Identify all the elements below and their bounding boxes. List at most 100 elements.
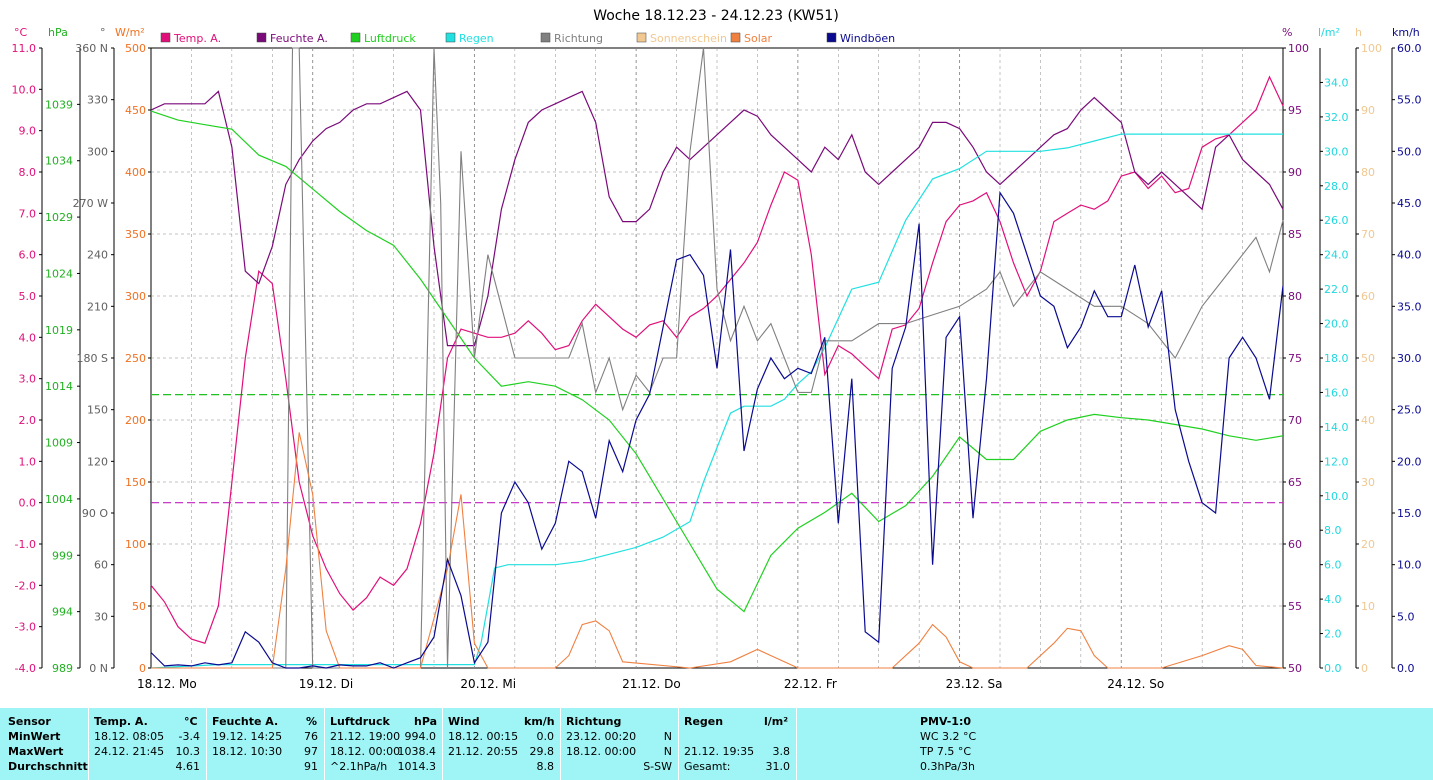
rain-tick-label: 4.0 <box>1324 593 1342 606</box>
legend-label: Feuchte A. <box>270 32 328 45</box>
temp-tick-label: 0.0 <box>19 497 37 510</box>
temp-max-value: 10.3 <box>175 745 201 758</box>
direction-tick-label: 210 <box>87 300 108 313</box>
temp-tick-label: -2.0 <box>15 579 36 592</box>
sun-unit-label: h <box>1355 26 1362 39</box>
pressure-tick-label: 1014 <box>45 380 73 393</box>
wind-tick-label: 10.0 <box>1397 559 1422 572</box>
rain-tick-label: 20.0 <box>1324 318 1349 331</box>
x-label: 18.12. Mo <box>137 677 197 691</box>
humidity-tick-label: 60 <box>1288 538 1302 551</box>
direction-min-time: 23.12. 00:20 <box>566 730 637 743</box>
temp-tick-label: -1.0 <box>15 538 36 551</box>
x-label: 21.12. Do <box>622 677 681 691</box>
wind-unit-label: km/h <box>1392 26 1420 39</box>
direction-max-value: N <box>663 745 672 758</box>
temp-tick-label: 3.0 <box>19 373 37 386</box>
pmv-tp: TP 7.5 °C <box>920 745 972 758</box>
legend-swatch <box>445 32 456 43</box>
direction-tick-label: 270 W <box>73 197 108 210</box>
humidity-tick-label: 75 <box>1288 352 1302 365</box>
humidity-unit: % <box>306 715 318 728</box>
rain-tick-label: 2.0 <box>1324 628 1342 641</box>
direction-tick-label: 120 <box>87 455 108 468</box>
wind-tick-label: 60.0 <box>1397 42 1422 55</box>
legend-label: Luftdruck <box>364 32 416 45</box>
rain-header: Regen <box>684 715 724 728</box>
sun-tick-label: 30 <box>1361 476 1375 489</box>
pressure-header: Luftdruck <box>330 715 390 728</box>
row-label-min: MinWert <box>8 730 61 743</box>
sun-tick-label: 70 <box>1361 228 1375 241</box>
temp-tick-label: 11.0 <box>12 42 37 55</box>
humidity-tick-label: 65 <box>1288 476 1302 489</box>
legend-swatch <box>350 32 361 43</box>
rain-max-value: 3.8 <box>772 745 791 758</box>
legend-swatch <box>256 32 267 43</box>
legend-swatch <box>730 32 741 43</box>
sensor-header: Sensor <box>8 715 51 728</box>
pressure-tick-label: 1039 <box>45 98 73 111</box>
series-temp-a-line <box>150 75 1284 644</box>
wind-tick-label: 25.0 <box>1397 404 1422 417</box>
legend-label: Sonnenschein <box>650 32 727 45</box>
direction-tick-label: 90 O <box>82 507 108 520</box>
temp-unit: °C <box>184 715 198 728</box>
humidity-tick-label: 80 <box>1288 290 1302 303</box>
sun-tick-label: 80 <box>1361 166 1375 179</box>
series-richtung-line <box>151 47 1284 669</box>
statistics-table: Sensor MinWert MaxWert Durchschnitt Temp… <box>0 708 1433 780</box>
legend-label: Temp. A. <box>173 32 221 45</box>
solar-tick-label: 400 <box>125 166 146 179</box>
solar-tick-label: 300 <box>125 290 146 303</box>
temp-avg-value: 4.61 <box>175 760 201 773</box>
solar-tick-label: 150 <box>125 476 146 489</box>
x-label: 22.12. Fr <box>784 677 837 691</box>
direction-tick-label: 150 <box>87 404 108 417</box>
humidity-tick-label: 90 <box>1288 166 1302 179</box>
legend-label: Windböen <box>840 32 895 45</box>
wind-tick-label: 30.0 <box>1397 352 1422 365</box>
series-feuchte-a-line <box>150 90 1284 347</box>
rain-tick-label: 0.0 <box>1324 662 1342 675</box>
chart-x-labels: 18.12. Mo 19.12. Di 20.12. Mi 21.12. Do 22.1… <box>137 677 1164 691</box>
humidity-max-value: 97 <box>304 745 318 758</box>
solar-tick-label: 500 <box>125 42 146 55</box>
direction-tick-label: 0 N <box>89 662 108 675</box>
rain-tick-label: 6.0 <box>1324 559 1342 572</box>
pressure-unit-label: hPa <box>48 26 68 39</box>
direction-avg-value: S-SW <box>643 760 672 773</box>
rain-total-value: 31.0 <box>765 760 791 773</box>
direction-max-time: 18.12. 00:00 <box>566 745 637 758</box>
rain-max-time: 21.12. 19:35 <box>684 745 755 758</box>
rain-tick-label: 14.0 <box>1324 421 1349 434</box>
wind-tick-label: 15.0 <box>1397 507 1422 520</box>
rain-tick-label: 34.0 <box>1324 76 1349 89</box>
solar-tick-label: 0 <box>139 662 146 675</box>
humidity-tick-label: 50 <box>1288 662 1302 675</box>
pressure-tick-label: 1024 <box>45 267 73 280</box>
wind-avg-value: 8.8 <box>536 760 555 773</box>
series-luftdruck-line <box>150 110 1284 613</box>
temp-max-time: 24.12. 21:45 <box>94 745 165 758</box>
x-label: 24.12. So <box>1107 677 1164 691</box>
weather-week-chart: Woche 18.12.23 - 24.12.23 (KW51) Temp. A… <box>11 8 1422 691</box>
direction-tick-label: 300 <box>87 145 108 158</box>
wind-unit: km/h <box>524 715 555 728</box>
temp-min-time: 18.12. 08:05 <box>94 730 165 743</box>
pressure-tick-label: 999 <box>52 549 73 562</box>
wind-tick-label: 45.0 <box>1397 197 1422 210</box>
pressure-max-time: 18.12. 00:00 <box>330 745 401 758</box>
wind-tick-label: 0.0 <box>1397 662 1415 675</box>
humidity-max-time: 18.12. 10:30 <box>212 745 283 758</box>
wind-tick-label: 5.0 <box>1397 610 1415 623</box>
chart-legend: Temp. A. Feuchte A. Luftdruck Regen Richtung… <box>160 32 895 45</box>
pressure-unit: hPa <box>414 715 438 728</box>
pressure-tick-label: 1029 <box>45 211 73 224</box>
x-label: 20.12. Mi <box>460 677 516 691</box>
legend-label: Richtung <box>554 32 603 45</box>
solar-tick-label: 250 <box>125 352 146 365</box>
humidity-header: Feuchte A. <box>212 715 279 728</box>
direction-min-value: N <box>663 730 672 743</box>
pressure-trend: ^2.1hPa/h <box>330 760 388 773</box>
